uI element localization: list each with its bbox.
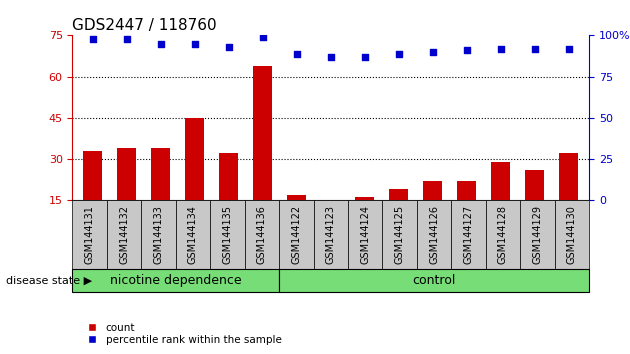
Point bbox=[496, 46, 506, 51]
Legend: count, percentile rank within the sample: count, percentile rank within the sample bbox=[77, 318, 286, 349]
Point bbox=[224, 44, 234, 50]
Bar bbox=[287, 195, 306, 200]
Point bbox=[428, 49, 438, 55]
Bar bbox=[219, 153, 238, 200]
Text: GSM144133: GSM144133 bbox=[154, 205, 164, 264]
Text: disease state ▶: disease state ▶ bbox=[6, 275, 93, 286]
Point bbox=[190, 41, 200, 46]
Bar bbox=[253, 65, 272, 200]
Bar bbox=[355, 197, 374, 200]
Text: GSM144135: GSM144135 bbox=[222, 205, 232, 264]
Text: control: control bbox=[413, 274, 455, 287]
Text: GSM144134: GSM144134 bbox=[188, 205, 198, 264]
Text: GDS2447 / 118760: GDS2447 / 118760 bbox=[72, 18, 217, 33]
Text: GSM144131: GSM144131 bbox=[84, 205, 94, 264]
Text: GSM144122: GSM144122 bbox=[291, 205, 301, 264]
Bar bbox=[84, 151, 102, 200]
Text: nicotine dependence: nicotine dependence bbox=[110, 274, 241, 287]
Point bbox=[88, 36, 98, 41]
Point bbox=[360, 54, 370, 59]
Point bbox=[394, 51, 404, 56]
Text: GSM144125: GSM144125 bbox=[394, 205, 404, 264]
Bar bbox=[151, 148, 170, 200]
Bar bbox=[423, 181, 442, 200]
Text: GSM144132: GSM144132 bbox=[119, 205, 129, 264]
Text: GSM144127: GSM144127 bbox=[464, 205, 474, 264]
Point bbox=[122, 36, 132, 41]
Text: GSM144124: GSM144124 bbox=[360, 205, 370, 264]
Text: GSM144130: GSM144130 bbox=[567, 205, 577, 264]
Bar bbox=[525, 170, 544, 200]
Text: GSM144136: GSM144136 bbox=[257, 205, 267, 264]
Point bbox=[292, 51, 302, 56]
Point bbox=[462, 47, 472, 53]
Bar bbox=[457, 181, 476, 200]
Text: GSM144128: GSM144128 bbox=[498, 205, 508, 264]
Point bbox=[326, 54, 336, 59]
Point bbox=[564, 46, 574, 51]
Bar bbox=[559, 153, 578, 200]
Text: GSM144126: GSM144126 bbox=[429, 205, 439, 264]
Point bbox=[156, 41, 166, 46]
Bar bbox=[185, 118, 204, 200]
Point bbox=[258, 34, 268, 40]
Bar bbox=[389, 189, 408, 200]
Bar bbox=[117, 148, 136, 200]
Text: GSM144129: GSM144129 bbox=[532, 205, 542, 264]
Bar bbox=[491, 161, 510, 200]
Point bbox=[530, 46, 540, 51]
Bar bbox=[321, 200, 340, 203]
Text: GSM144123: GSM144123 bbox=[326, 205, 336, 264]
